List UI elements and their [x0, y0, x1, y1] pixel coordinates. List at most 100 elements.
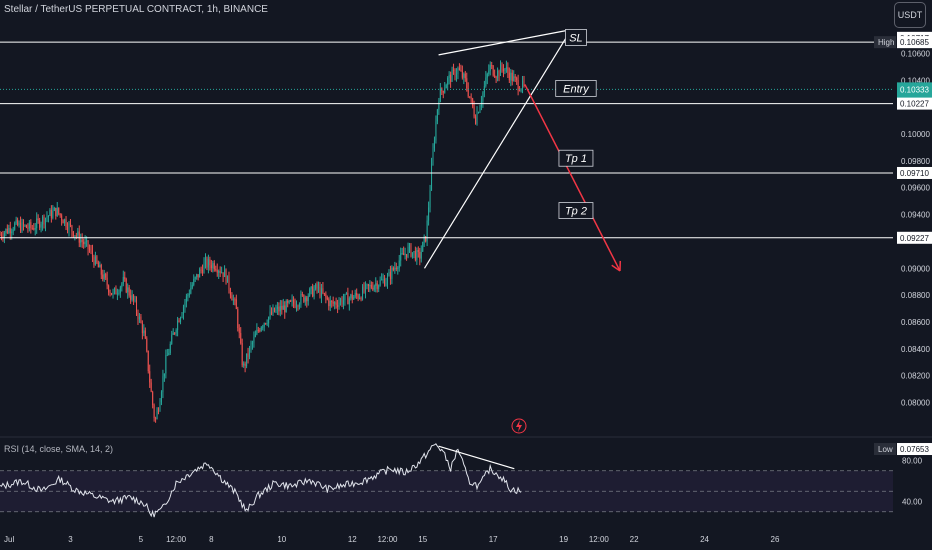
candle-body	[17, 219, 19, 226]
chart-title: Stellar / TetherUS PERPETUAL CONTRACT, 1…	[4, 4, 268, 15]
candle-body	[78, 231, 80, 243]
candle-body	[158, 410, 160, 412]
candle-body	[68, 223, 70, 231]
candle-body	[485, 77, 487, 87]
candle-body	[419, 251, 421, 259]
candle-body	[209, 259, 211, 266]
candle-body	[121, 283, 123, 288]
candle-body	[291, 299, 293, 302]
candle-body	[268, 316, 270, 324]
candle-body	[14, 223, 16, 230]
candle-body	[108, 285, 110, 293]
candle-body	[301, 294, 303, 296]
candle-body	[450, 74, 452, 82]
rsi-tick-label: 40.00	[902, 498, 923, 507]
candle-body	[171, 334, 173, 344]
candle-body	[475, 116, 477, 124]
y-tick-label: 0.08800	[901, 291, 930, 300]
candle-body	[320, 288, 322, 297]
currency-button[interactable]: USDT	[894, 2, 926, 28]
candle-body	[338, 302, 340, 307]
last-price-text: 0.10333	[900, 85, 929, 94]
x-tick-label: 15	[418, 535, 427, 544]
candle-body	[137, 312, 139, 320]
candle-body	[451, 69, 453, 82]
candle-body	[337, 305, 339, 307]
candle-body	[502, 68, 504, 71]
candle-body	[42, 216, 44, 225]
candle-body	[447, 77, 449, 86]
candle-body	[194, 277, 196, 279]
rsi-pane[interactable]	[0, 443, 893, 518]
annotation-box	[565, 29, 587, 46]
candle-body	[275, 309, 277, 312]
candle-body	[510, 72, 512, 81]
candle-body	[89, 248, 91, 251]
candle-body	[313, 289, 315, 297]
candle-body	[221, 272, 223, 274]
candle-body	[476, 112, 478, 124]
candle-body	[260, 327, 262, 331]
candle-body	[130, 295, 132, 300]
price-pane[interactable]	[0, 60, 932, 438]
candle-body	[408, 244, 411, 247]
candle-body	[127, 287, 129, 293]
candle-body	[168, 353, 170, 356]
candle-body	[229, 289, 231, 296]
candle-body	[288, 300, 290, 303]
candle-body	[237, 309, 239, 329]
x-tick-label: Jul	[4, 535, 14, 544]
price-tag-box	[874, 443, 896, 456]
candle-body	[116, 293, 118, 295]
candle-body	[428, 207, 430, 221]
y-tick-label: 0.08000	[901, 398, 930, 407]
candle-body	[329, 300, 331, 307]
candle-body	[508, 72, 510, 81]
candle-body	[373, 285, 375, 290]
candle-body	[33, 228, 35, 230]
candle-body	[244, 363, 246, 367]
candle-body	[12, 229, 14, 232]
candle-body	[163, 373, 165, 377]
candle-body	[125, 279, 127, 293]
price-label-text: 0.09227	[900, 234, 929, 243]
candle-body	[445, 85, 447, 89]
candle-body	[109, 292, 111, 294]
candle-body	[362, 287, 364, 300]
x-tick-label: 3	[68, 535, 73, 544]
candle-body	[483, 86, 485, 93]
x-tick-label: 5	[139, 535, 144, 544]
candle-body	[138, 316, 140, 320]
candle-body	[426, 220, 428, 242]
candle-body	[0, 234, 1, 236]
candle-body	[303, 294, 305, 302]
candle-body	[398, 260, 400, 268]
candle-body	[448, 74, 450, 78]
candle-body	[385, 282, 387, 286]
candle-body	[81, 239, 83, 242]
candle-body	[517, 80, 519, 91]
candle-body	[410, 244, 412, 257]
candle-body	[106, 277, 108, 286]
candle-body	[69, 223, 71, 226]
candle-body	[364, 284, 366, 292]
candle-body	[516, 77, 518, 81]
candle-body	[282, 305, 284, 310]
candle-body	[504, 68, 506, 71]
candle-body	[44, 218, 47, 225]
candle-body	[312, 286, 314, 297]
candle-body	[246, 353, 248, 367]
annotation-label: Tp 2	[558, 202, 594, 219]
candle-body	[91, 250, 93, 258]
candle-body	[439, 88, 441, 102]
candle-body	[356, 293, 358, 296]
price-label-box	[897, 97, 932, 110]
candle-body	[360, 297, 362, 300]
candle-body	[231, 295, 233, 301]
candle-body	[111, 293, 113, 295]
candle-body	[152, 391, 154, 406]
candle-body	[422, 241, 424, 252]
candle-body	[190, 287, 192, 294]
